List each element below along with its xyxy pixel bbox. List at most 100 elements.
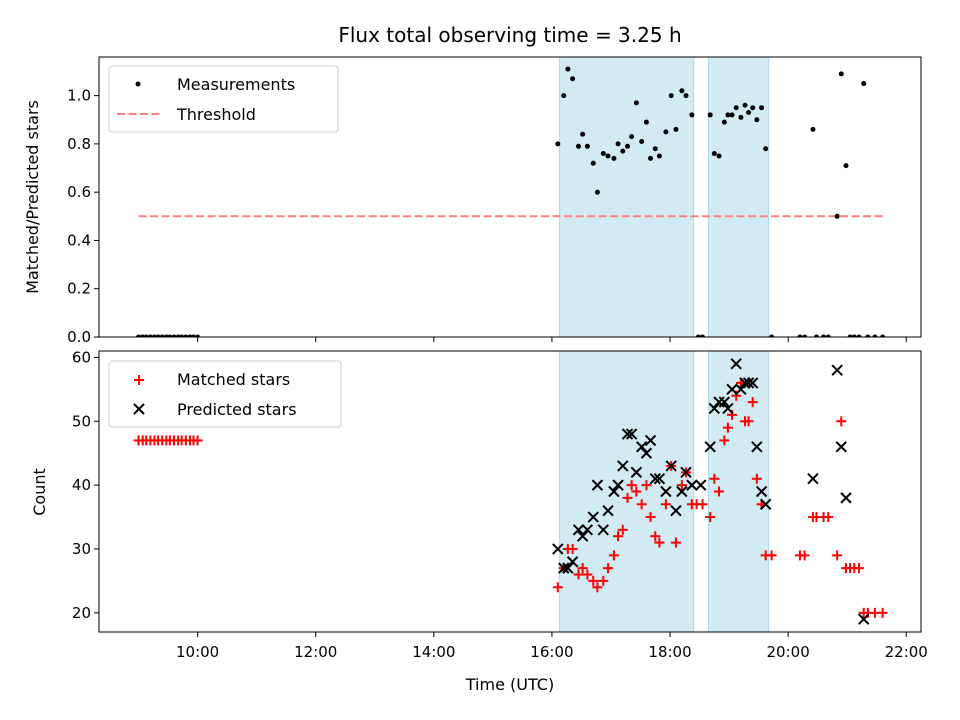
predicted-star-point bbox=[742, 377, 755, 389]
predicted-star-point bbox=[566, 556, 579, 568]
legend-matched-marker bbox=[134, 375, 144, 385]
predicted-star-point bbox=[730, 358, 742, 370]
predicted-star-point bbox=[695, 479, 707, 491]
measurement-point bbox=[851, 334, 857, 337]
measurement-point bbox=[880, 334, 886, 337]
measurement-point bbox=[813, 334, 819, 337]
measurement-point bbox=[733, 105, 739, 111]
measurement-point bbox=[725, 112, 731, 118]
predicted-star-point bbox=[665, 460, 677, 472]
predicted-star-point bbox=[558, 562, 570, 574]
count-axes-frame bbox=[98, 350, 922, 633]
matched-star-point bbox=[192, 435, 203, 446]
ratio-legend: Measurements Threshold bbox=[108, 65, 339, 133]
measurement-point bbox=[834, 213, 840, 219]
matched-star-point bbox=[766, 550, 777, 561]
predicted-star-point bbox=[576, 530, 589, 542]
measurement-point bbox=[143, 334, 149, 337]
matched-star-point bbox=[719, 435, 730, 446]
y-tick-label: 0.6 bbox=[67, 183, 91, 201]
measurement-point bbox=[663, 129, 669, 135]
ratio-axes-frame bbox=[98, 56, 922, 338]
y-tick-label: 40 bbox=[72, 476, 91, 494]
measurement-point bbox=[159, 334, 165, 337]
matched-star-point bbox=[832, 550, 843, 561]
predicted-star-point bbox=[621, 428, 634, 440]
measurement-point bbox=[147, 334, 153, 337]
measurement-point bbox=[179, 334, 185, 337]
y-tick-label: 0.2 bbox=[67, 280, 91, 298]
matched-star-point bbox=[836, 416, 847, 427]
predicted-star-point bbox=[612, 479, 624, 491]
predicted-star-point bbox=[708, 402, 721, 415]
matched-star-point bbox=[743, 416, 754, 427]
measurement-point bbox=[594, 189, 600, 195]
predicted-star-points bbox=[552, 358, 870, 625]
predicted-star-point bbox=[660, 485, 672, 498]
ratio-x-ticks bbox=[197, 337, 907, 342]
legend-measurements-label: Measurements bbox=[177, 75, 295, 94]
measurement-point bbox=[555, 141, 561, 147]
matched-star-point bbox=[722, 422, 733, 433]
matched-star-point bbox=[747, 397, 758, 408]
predicted-star-point bbox=[608, 485, 620, 498]
legend-matched-label: Matched stars bbox=[177, 370, 290, 389]
predicted-star-point bbox=[840, 492, 852, 504]
matched-star-points bbox=[133, 377, 888, 618]
predicted-star-point bbox=[572, 524, 585, 536]
matched-star-point bbox=[853, 563, 864, 574]
shaded-interval bbox=[707, 56, 770, 338]
measurement-point bbox=[689, 112, 695, 118]
matched-star-point bbox=[636, 499, 647, 510]
measurement-point bbox=[763, 146, 769, 152]
measurement-points bbox=[136, 66, 886, 337]
predicted-star-point bbox=[649, 473, 661, 485]
count-legend-box bbox=[108, 360, 342, 428]
ratio-y-axis-label: Matched/Predicted stars bbox=[23, 100, 42, 294]
predicted-star-point bbox=[835, 441, 847, 453]
measurement-point bbox=[570, 76, 576, 82]
measurement-point bbox=[700, 334, 706, 337]
matched-star-point bbox=[567, 543, 578, 554]
y-tick-label: 60 bbox=[72, 348, 91, 366]
measurement-point bbox=[821, 334, 827, 337]
predicted-star-point bbox=[746, 377, 759, 389]
predicted-star-point bbox=[718, 396, 731, 408]
measurement-point bbox=[565, 66, 571, 72]
top-shaded-intervals bbox=[559, 56, 770, 338]
measurement-point bbox=[721, 119, 727, 125]
legend-predicted-label: Predicted stars bbox=[177, 400, 297, 419]
measurement-point bbox=[625, 143, 631, 149]
measurement-point bbox=[746, 110, 752, 116]
measurement-point bbox=[190, 334, 196, 337]
x-tick-label: 16:00 bbox=[530, 643, 573, 661]
chart-title: Flux total observing time = 3.25 h bbox=[338, 23, 681, 47]
predicted-star-point bbox=[759, 498, 772, 510]
matched-star-point bbox=[592, 582, 603, 593]
measurement-point bbox=[843, 163, 849, 169]
matched-star-point bbox=[697, 499, 708, 510]
shaded-interval bbox=[559, 350, 695, 633]
measurement-point bbox=[171, 334, 177, 337]
measurement-point bbox=[605, 153, 611, 159]
ratio-legend-box bbox=[108, 65, 339, 133]
matched-star-point bbox=[573, 569, 584, 580]
matched-star-point bbox=[622, 492, 633, 503]
matched-star-point bbox=[705, 512, 716, 523]
measurement-point bbox=[167, 334, 173, 337]
matched-star-point bbox=[650, 531, 661, 542]
measurement-point bbox=[620, 148, 626, 154]
predicted-star-point bbox=[602, 504, 614, 517]
measurement-point bbox=[652, 146, 658, 152]
measurement-point bbox=[759, 105, 765, 111]
matched-star-point bbox=[608, 550, 619, 561]
count-panel: 20 30 40 50 60 10:00 12:00 14:00 16:00 18:00 20:0… bbox=[30, 348, 928, 694]
predicted-star-point bbox=[597, 524, 610, 536]
predicted-star-point bbox=[751, 441, 763, 453]
predicted-star-point bbox=[587, 511, 599, 523]
matched-star-point bbox=[714, 486, 725, 497]
count-y-ticks: 20 30 40 50 60 bbox=[72, 348, 99, 622]
measurement-point bbox=[633, 100, 639, 106]
predicted-star-point bbox=[704, 441, 716, 453]
